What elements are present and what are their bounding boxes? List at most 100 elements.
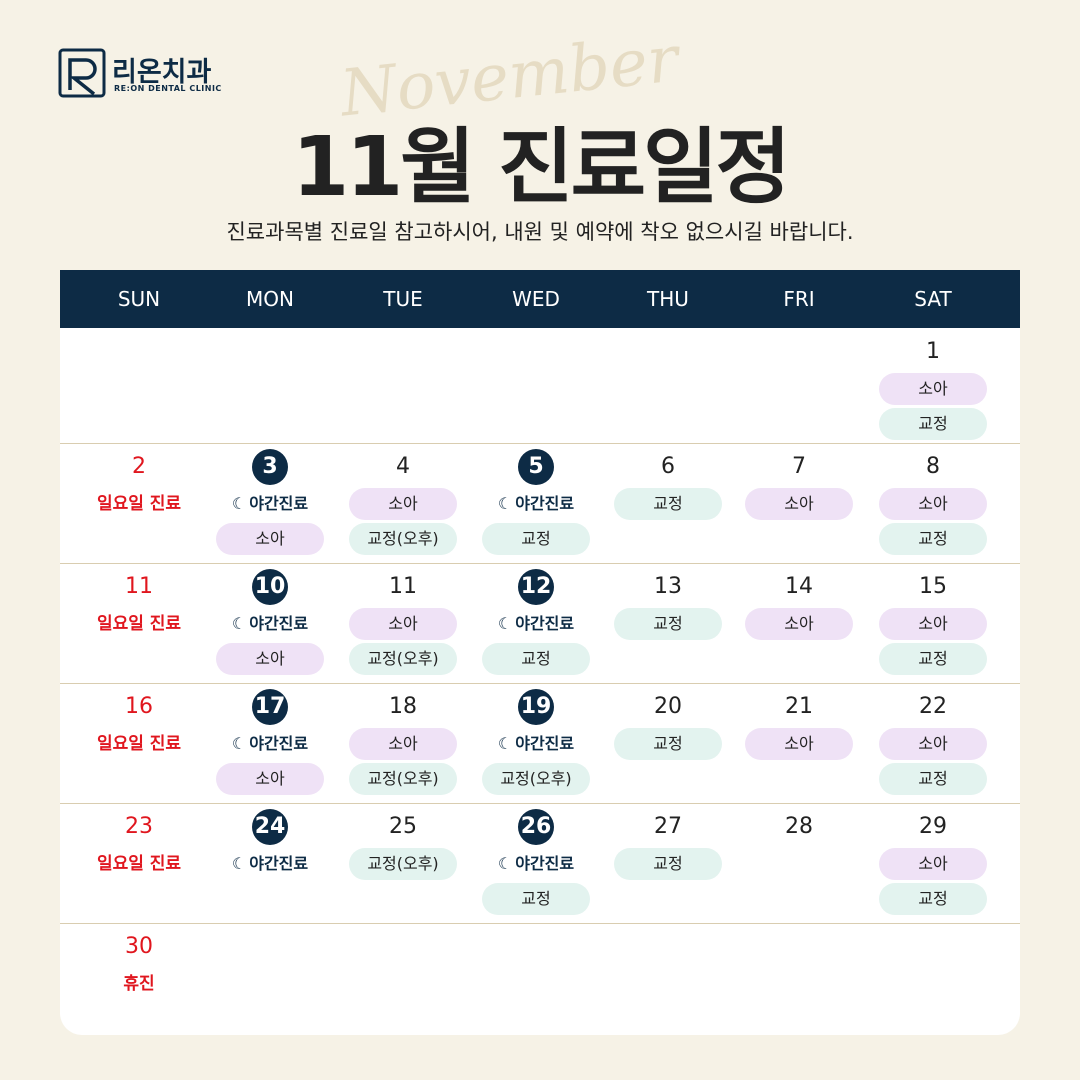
night-label: 야간진료 [515,614,575,633]
night-label: 야간진료 [515,734,575,753]
night-clinic: ☾ 야간진료 [216,608,324,640]
schedule-tag: 교정(오후) [349,848,457,880]
schedule-tag: 교정 [879,763,987,795]
schedule-tag: 교정 [879,408,987,440]
schedule-tag: 소아 [879,608,987,640]
schedule-tag: 교정 [879,883,987,915]
night-label: 야간진료 [249,614,309,633]
day-number: 22 [919,694,947,719]
moon-icon: ☾ [497,854,513,873]
day-number: 11 [125,574,153,599]
schedule-tag: 교정 [482,523,590,555]
day-number: 1 [926,339,940,364]
schedule-tag: 소아 [745,488,853,520]
logo-name: 리온치과 [112,57,212,88]
schedule-tag: 소아 [879,373,987,405]
moon-icon: ☾ [231,614,247,633]
schedule-tag: 소아 [349,608,457,640]
moon-icon: ☾ [497,734,513,753]
schedule-tag: 교정 [614,488,722,520]
day-number: 15 [919,574,947,599]
night-clinic: ☾ 야간진료 [216,848,324,880]
schedule-tag: 소아 [745,728,853,760]
day-number: 18 [389,694,417,719]
note: 일요일 진료 [96,494,182,514]
weekday: THU [647,287,689,311]
weekday: SUN [117,287,161,311]
night-clinic: ☾ 야간진료 [216,728,324,760]
schedule-tag: 소아 [745,608,853,640]
schedule-tag: 소아 [349,488,457,520]
title: 11월 진료일정 [292,120,791,215]
logo-icon [58,48,106,98]
row-separator [60,923,1020,924]
night-clinic: ☾ 야간진료 [482,608,590,640]
schedule-tag: 소아 [216,763,324,795]
schedule-tag: 교정(오후) [349,523,457,555]
day-number: 12 [518,569,554,605]
moon-icon: ☾ [231,734,247,753]
night-label: 야간진료 [249,494,309,513]
day-number: 16 [125,694,153,719]
schedule-tag: 소아 [879,488,987,520]
day-number: 6 [661,454,675,479]
night-clinic: ☾ 야간진료 [482,488,590,520]
day-number: 28 [785,814,813,839]
day-number: 7 [792,454,806,479]
night-label: 야간진료 [515,854,575,873]
day-number: 21 [785,694,813,719]
day-number: 26 [518,809,554,845]
schedule-tag: 교정 [482,883,590,915]
row-separator [60,803,1020,804]
night-label: 야간진료 [515,494,575,513]
night-label: 야간진료 [249,734,309,753]
schedule-tag: 교정 [614,728,722,760]
day-number: 17 [252,689,288,725]
night-clinic: ☾ 야간진료 [482,728,590,760]
subtitle: 진료과목별 진료일 참고하시어, 내원 및 예약에 착오 없으시길 바랍니다. [226,220,854,244]
schedule-tag: 교정(오후) [349,643,457,675]
night-clinic: ☾ 야간진료 [482,848,590,880]
day-number: 5 [518,449,554,485]
night-clinic: ☾ 야간진료 [216,488,324,520]
row-separator [60,683,1020,684]
schedule-tag: 교정(오후) [349,763,457,795]
note: 휴진 [123,974,155,994]
schedule-tag: 소아 [216,523,324,555]
weekday-header [60,270,1020,328]
day-number: 27 [654,814,682,839]
row-separator [60,563,1020,564]
day-number: 4 [396,454,410,479]
weekday: TUE [383,287,423,311]
day-number: 3 [252,449,288,485]
schedule-tag: 소아 [349,728,457,760]
weekday: WED [512,287,560,311]
moon-icon: ☾ [231,854,247,873]
moon-icon: ☾ [497,494,513,513]
schedule-tag: 교정 [879,643,987,675]
schedule-tag: 소아 [216,643,324,675]
moon-icon: ☾ [231,494,247,513]
weekday: MON [246,287,294,311]
day-number: 2 [132,454,146,479]
day-number: 29 [919,814,947,839]
day-number: 30 [125,934,153,959]
day-number: 19 [518,689,554,725]
note: 일요일 진료 [96,854,182,874]
day-number: 13 [654,574,682,599]
moon-icon: ☾ [497,614,513,633]
schedule-tag: 소아 [879,848,987,880]
schedule-tag: 교정 [614,848,722,880]
day-number: 14 [785,574,813,599]
day-number: 24 [252,809,288,845]
schedule-tag: 교정(오후) [482,763,590,795]
schedule-tag: 교정 [879,523,987,555]
day-number: 8 [926,454,940,479]
day-number: 23 [125,814,153,839]
day-number: 10 [252,569,288,605]
night-label: 야간진료 [249,854,309,873]
weekday: SAT [914,287,952,311]
logo-subtitle: RE:ON DENTAL CLINIC [114,84,222,93]
note: 일요일 진료 [96,614,182,634]
